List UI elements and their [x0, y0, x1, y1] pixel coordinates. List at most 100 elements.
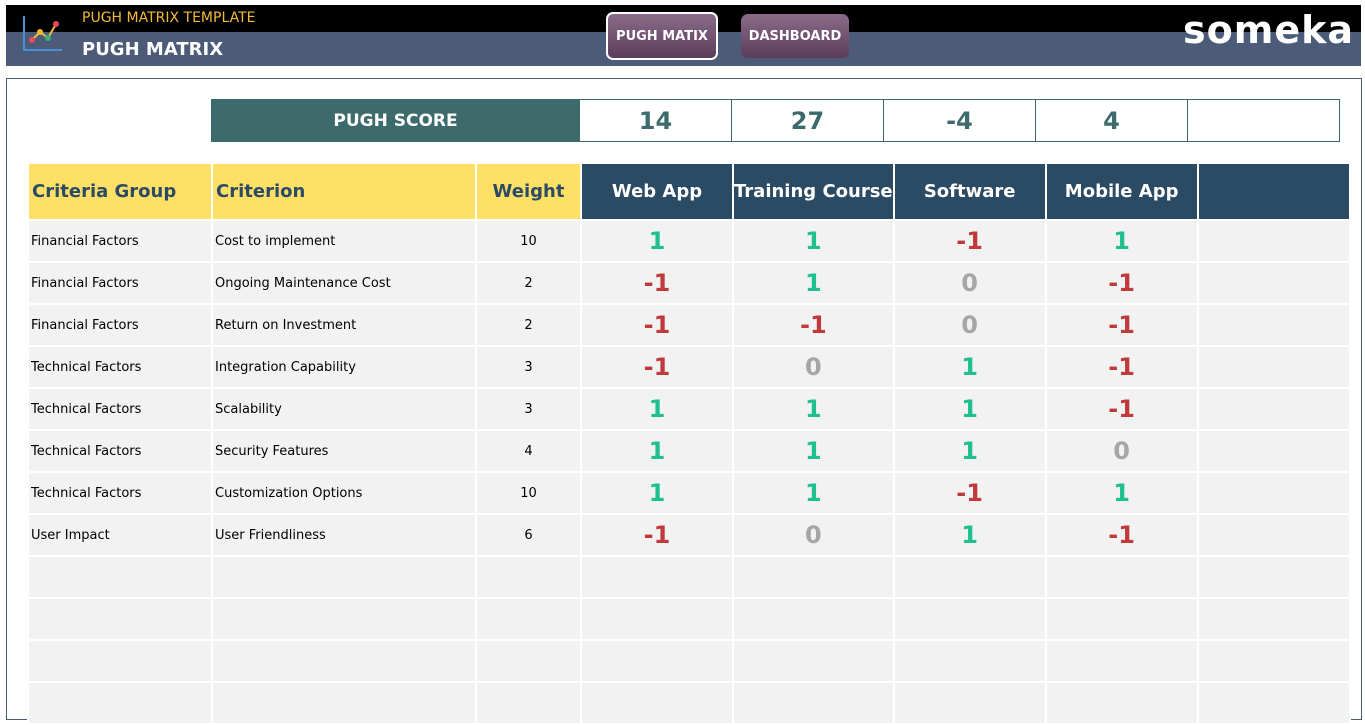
score-cell: 1 — [732, 387, 895, 431]
logo — [23, 16, 62, 51]
text-cell: Ongoing Maintenance Cost — [211, 261, 477, 305]
brand: someka — [1183, 8, 1355, 52]
score-cell: 1 — [1044, 471, 1199, 515]
empty-cell — [27, 555, 213, 599]
weight-cell: 3 — [475, 387, 582, 431]
score-cell: -1 — [892, 219, 1047, 263]
empty-cell — [580, 681, 734, 725]
score-cell: 1 — [580, 471, 734, 515]
column-header: Software — [892, 162, 1047, 221]
empty-cell — [27, 639, 213, 683]
score-cell: -1 — [580, 345, 734, 389]
score-cell: 1 — [580, 429, 734, 473]
column-header: Weight — [475, 162, 582, 221]
empty-cell — [732, 555, 895, 599]
nav-button[interactable]: DASHBOARD — [741, 14, 849, 58]
data-row: Technical Factors Scalability 3 1 1 1 -1 — [27, 387, 1351, 431]
score-cell: -1 — [580, 261, 734, 305]
empty-cell — [1196, 639, 1351, 683]
score-cell: -1 — [1044, 513, 1199, 557]
page: PUGH MATRIX TEMPLATE PUGH MATRIX PUGH MA… — [6, 5, 1362, 725]
text-cell: Financial Factors — [27, 261, 213, 305]
text-cell: Technical Factors — [27, 429, 213, 473]
score-cell: 1 — [580, 387, 734, 431]
data-row: Technical Factors Security Features 4 1 1 1 0 — [27, 429, 1351, 473]
data-row: User Impact User Friendliness 6 -1 0 1 -1 — [27, 513, 1351, 557]
score-cell: -1 — [1044, 345, 1199, 389]
empty-cell — [1196, 555, 1351, 599]
weight-cell: 10 — [475, 219, 582, 263]
nav-button[interactable]: PUGH MATIX — [606, 12, 718, 60]
empty-cell — [475, 555, 582, 599]
data-row: Financial Factors Cost to implement 10 1 1 -1… — [27, 219, 1351, 263]
text-cell: Security Features — [211, 429, 477, 473]
empty-cell — [475, 597, 582, 641]
empty-cell — [732, 681, 895, 725]
score-cell: -1 — [580, 303, 734, 347]
weight-cell: 6 — [475, 513, 582, 557]
empty-cell — [1196, 513, 1351, 557]
text-cell: Financial Factors — [27, 303, 213, 347]
score-value: -4 — [883, 99, 1036, 142]
score-cell: 1 — [892, 387, 1047, 431]
score-cell: 1 — [732, 261, 895, 305]
text-cell: Return on Investment — [211, 303, 477, 347]
empty-cell — [1044, 555, 1199, 599]
empty-cell — [1196, 261, 1351, 305]
empty-cell — [1196, 303, 1351, 347]
score-cell: -1 — [580, 513, 734, 557]
empty-cell — [892, 555, 1047, 599]
empty-row — [27, 555, 1351, 599]
score-cell: -1 — [892, 471, 1047, 515]
score-cell: -1 — [1044, 387, 1199, 431]
title: PUGH MATRIX — [82, 39, 224, 60]
score-value: 14 — [579, 99, 732, 142]
weight-cell: 10 — [475, 471, 582, 515]
score-cell: -1 — [1044, 303, 1199, 347]
empty-cell — [475, 681, 582, 725]
column-header: Training Course — [732, 162, 895, 221]
empty-cell — [580, 597, 734, 641]
empty-cell — [580, 639, 734, 683]
empty-cell — [27, 681, 213, 725]
empty-cell — [1196, 471, 1351, 515]
text-cell: Scalability — [211, 387, 477, 431]
weight-cell: 4 — [475, 429, 582, 473]
weight-cell: 3 — [475, 345, 582, 389]
weight-cell: 2 — [475, 261, 582, 305]
text-cell: Technical Factors — [27, 345, 213, 389]
score-cell: 0 — [732, 345, 895, 389]
score-cell: 0 — [732, 513, 895, 557]
empty-cell — [211, 639, 477, 683]
empty-cell — [1187, 99, 1340, 142]
text-cell: Financial Factors — [27, 219, 213, 263]
empty-cell — [580, 555, 734, 599]
empty-cell — [1196, 387, 1351, 431]
score-cell: 1 — [1044, 219, 1199, 263]
data-row: Financial Factors Ongoing Maintenance Cos… — [27, 261, 1351, 305]
score-cell: 1 — [892, 513, 1047, 557]
empty-cell — [211, 681, 477, 725]
empty-cell — [732, 597, 895, 641]
header-row: Criteria Group Criterion Weight Web App Trai… — [27, 162, 1351, 221]
empty-cell — [1044, 639, 1199, 683]
column-header: Criterion — [211, 162, 477, 221]
weight-cell: 2 — [475, 303, 582, 347]
data-row: Financial Factors Return on Investment 2 -1… — [27, 303, 1351, 347]
score-cell: 0 — [1044, 429, 1199, 473]
empty-cell — [1196, 681, 1351, 725]
score-cell: 1 — [732, 219, 895, 263]
score-value: 27 — [731, 99, 884, 142]
empty-cell — [732, 639, 895, 683]
empty-cell — [892, 597, 1047, 641]
empty-cell — [1196, 597, 1351, 641]
empty-cell — [1044, 597, 1199, 641]
score-table: PUGH SCORE 14 27 -4 4 — [211, 99, 1340, 142]
empty-row — [27, 597, 1351, 641]
score-label: PUGH SCORE — [211, 99, 580, 142]
text-cell: Technical Factors — [27, 471, 213, 515]
score-cell: -1 — [732, 303, 895, 347]
empty-cell — [211, 555, 477, 599]
empty-cell — [1044, 681, 1199, 725]
score-cell: 1 — [732, 471, 895, 515]
